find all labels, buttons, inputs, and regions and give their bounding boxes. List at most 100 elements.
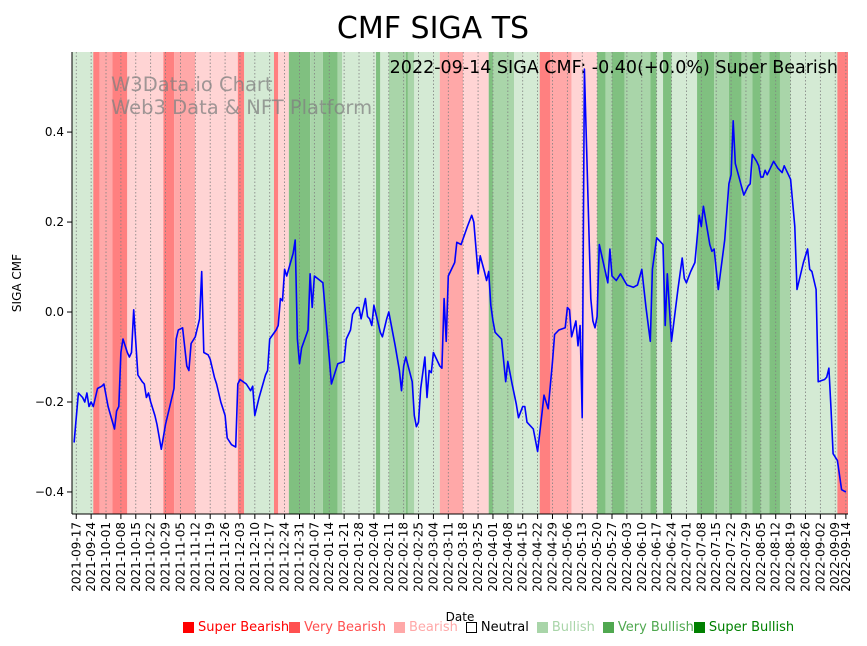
x-tick-label: 2021-12-31 (292, 522, 306, 592)
axes: 2021-09-17 2021-09-24 2021-10-01 2021-10-08… (35, 52, 853, 592)
band-bullish-med (714, 52, 729, 514)
band-bullish-med (492, 52, 515, 514)
band-bullish (380, 52, 389, 514)
band-very-bearish (163, 52, 175, 514)
x-tick-label: 2022-04-01 (486, 522, 500, 592)
x-tick-label: 2022-07-29 (739, 522, 753, 592)
x-tick-label: 2022-06-10 (635, 522, 649, 592)
x-tick-label: 2022-03-04 (426, 522, 440, 592)
band-bullish (414, 52, 440, 514)
watermark-line-1: W3Data.io Chart (111, 73, 273, 96)
band-very-bullish (322, 52, 338, 514)
legend-swatch (183, 622, 194, 633)
signal-bands (72, 52, 848, 514)
x-tick-label: 2022-04-22 (531, 522, 545, 592)
x-tick-label: 2022-06-24 (665, 522, 679, 592)
legend-item: Very Bearish (289, 620, 394, 635)
x-tick-label: 2022-01-07 (307, 522, 321, 592)
legend-swatch (465, 622, 477, 633)
band-very-bullish (597, 52, 606, 514)
watermark-line-2: Web3 Data & NFT Platform (111, 96, 372, 119)
x-tick-label: 2022-08-05 (754, 522, 768, 592)
band-bearish (463, 52, 489, 514)
legend-swatch (693, 622, 705, 633)
band-bullish-med (388, 52, 406, 514)
x-tick-label: 2022-08-19 (784, 522, 798, 592)
band-very-bullish (650, 52, 657, 514)
x-tick-label: 2022-07-15 (709, 522, 723, 592)
x-tick-label: 2022-02-04 (367, 522, 381, 592)
x-tick-label: 2021-11-12 (188, 522, 202, 592)
band-very-bearish (112, 52, 128, 514)
x-tick-label: 2022-09-14 (839, 522, 853, 592)
x-tick-label: 2022-04-29 (545, 522, 559, 592)
x-tick-label: 2022-07-01 (679, 522, 693, 592)
y-axis-label: SIGA CMF (10, 254, 24, 312)
x-tick-label: 2021-12-10 (248, 522, 262, 592)
y-tick-label: −0.4 (35, 485, 64, 499)
x-tick-label: 2021-09-17 (69, 522, 83, 592)
legend-label: Super Bullish (708, 620, 795, 635)
band-bearish-med (174, 52, 196, 514)
y-tick-label: 0.2 (45, 215, 64, 229)
x-tick-label: 2021-12-24 (278, 522, 292, 592)
band-very-bearish (237, 52, 245, 514)
x-tick-label: 2021-10-29 (159, 522, 173, 592)
vertical-gridlines (75, 52, 847, 514)
x-tick-label: 2022-08-12 (769, 522, 783, 592)
band-bullish (656, 52, 664, 514)
x-tick-label: 2022-05-27 (605, 522, 619, 592)
band-bullish-med (337, 52, 343, 514)
x-tick-label: 2022-06-03 (620, 522, 634, 592)
x-tick-label: 2021-12-17 (263, 522, 277, 592)
band-bullish (244, 52, 274, 514)
x-tick-label: 2022-09-02 (813, 522, 827, 592)
x-tick-label: 2022-02-18 (397, 522, 411, 592)
x-axis-label: Date (446, 610, 475, 624)
x-tick-label: 2021-12-03 (233, 522, 247, 592)
legend-label: Super Bearish (198, 620, 290, 635)
x-tick-label: 2022-09-09 (828, 522, 842, 592)
band-very-bullish (752, 52, 761, 514)
y-tick-label: 0.4 (45, 125, 64, 139)
x-tick-label: 2022-03-18 (456, 522, 470, 592)
x-tick-label: 2022-05-13 (575, 522, 589, 592)
band-bullish-med (760, 52, 770, 514)
x-tick-label: 2021-11-19 (203, 522, 217, 592)
x-tick-label: 2021-10-15 (129, 522, 143, 592)
x-tick-label: 2022-06-17 (650, 522, 664, 592)
x-tick-label: 2022-05-20 (590, 522, 604, 592)
legend-label: Bearish (408, 620, 458, 635)
x-tick-label: 2022-02-11 (382, 522, 396, 592)
legend-label: Very Bearish (304, 620, 386, 635)
band-bearish-med (550, 52, 572, 514)
x-tick-label: 2022-07-22 (724, 522, 738, 592)
band-very-bullish (488, 52, 493, 514)
cmf-line-layer (73, 68, 847, 493)
chart-subtitle: 2022-09-14 SIGA CMF: -0.40(+0.0%) Super … (390, 58, 838, 78)
band-bullish-med (779, 52, 791, 514)
band-bullish-med (407, 52, 415, 514)
x-tick-label: 2021-11-26 (218, 522, 232, 592)
legend-swatch (289, 622, 301, 633)
x-tick-label: 2022-02-25 (412, 522, 426, 592)
y-tick-label: 0.0 (45, 305, 64, 319)
band-very-bearish (837, 52, 848, 514)
legend-swatch (602, 622, 614, 633)
x-tick-label: 2022-04-15 (516, 522, 530, 592)
band-very-bullish (769, 52, 780, 514)
legend-label: Very Bullish (617, 620, 694, 635)
legend-item: Super Bullish (693, 620, 802, 635)
band-bullish-med (741, 52, 753, 514)
legend-swatch (536, 622, 548, 633)
band-very-bullish (697, 52, 715, 514)
band-bearish-med (439, 52, 464, 514)
band-very-bullish (612, 52, 625, 514)
x-tick-label: 2022-07-08 (694, 522, 708, 592)
band-very-bearish (539, 52, 551, 514)
band-very-bearish (273, 52, 279, 514)
x-tick-label: 2022-05-06 (560, 522, 574, 592)
band-bearish (127, 52, 164, 514)
band-very-bearish (93, 52, 100, 514)
